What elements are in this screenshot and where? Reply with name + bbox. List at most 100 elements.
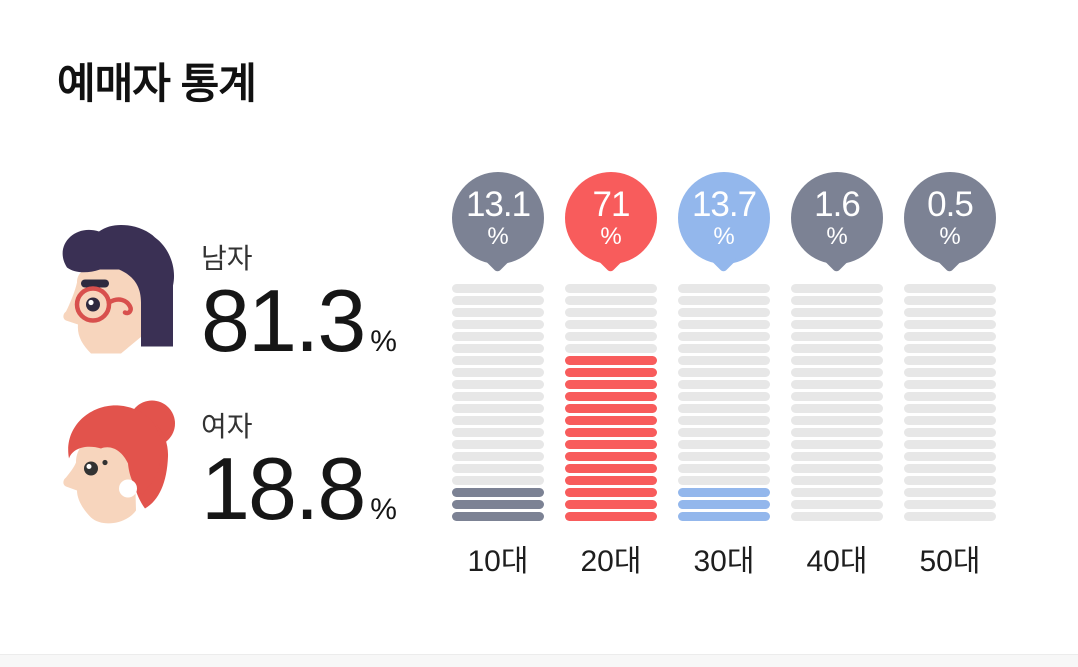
value-bubble: 1.6% (791, 172, 883, 273)
bar-track-segment (904, 512, 996, 521)
bubble-value: 1.6 (814, 185, 861, 224)
bar-track-segment (904, 308, 996, 317)
age-column: 13.7% 30대 (678, 172, 770, 580)
bar-track-segment (904, 392, 996, 401)
bar-track-segment (452, 296, 544, 305)
bar-track-segment (452, 452, 544, 461)
bar-track-segment (678, 416, 770, 425)
bar-track-segment (678, 368, 770, 377)
bar-filled-segment (452, 488, 544, 497)
bar-filled-segment (565, 476, 657, 485)
bar-track (904, 284, 996, 524)
bar-filled-segment (452, 512, 544, 521)
bar-track-segment (452, 284, 544, 293)
bar-track-segment (678, 332, 770, 341)
bar-track-segment (904, 344, 996, 353)
value-bubble: 13.1% (452, 172, 544, 273)
bar-track-segment (678, 296, 770, 305)
bar-track (452, 284, 544, 524)
bar-track-segment (904, 404, 996, 413)
age-column: 71% 20대 (565, 172, 657, 580)
bar-track-segment (904, 380, 996, 389)
bar-track-segment (904, 368, 996, 377)
bar-filled-segment (565, 500, 657, 509)
bar-track-segment (678, 356, 770, 365)
bar-track-segment (452, 440, 544, 449)
male-percent-sign: % (370, 324, 397, 358)
bar-filled-segment (565, 404, 657, 413)
bar-track-segment (791, 452, 883, 461)
age-column: 1.6% 40대 (791, 172, 883, 580)
bar-track-segment (565, 344, 657, 353)
bar-track-segment (791, 356, 883, 365)
bubble-tail-icon (936, 246, 963, 273)
bar-track-segment (791, 380, 883, 389)
bar-track-segment (904, 284, 996, 293)
bar-filled-segment (565, 488, 657, 497)
bubble-percent-sign: % (600, 223, 622, 250)
bubble-value: 13.1 (465, 185, 531, 224)
bar-track-segment (678, 380, 770, 389)
bubble-percent-sign: % (713, 223, 735, 250)
bar-filled-segment (565, 428, 657, 437)
bar-track-segment (565, 296, 657, 305)
bubble-tail-icon (710, 246, 737, 273)
bubble-value: 0.5 (927, 185, 974, 224)
bar-track (565, 284, 657, 524)
bar-track-segment (904, 464, 996, 473)
bar-track-segment (791, 332, 883, 341)
female-avatar-icon (63, 400, 175, 524)
bar-track-segment (678, 476, 770, 485)
age-category-label: 50대 (919, 545, 981, 578)
female-stat-text: 여자 18.8% (201, 390, 397, 533)
bar-filled-segment (565, 356, 657, 365)
bar-track-segment (904, 296, 996, 305)
bar-filled-segment (565, 392, 657, 401)
next-section-divider (0, 654, 1078, 667)
bar-track-segment (904, 452, 996, 461)
female-label: 여자 (201, 411, 253, 442)
bubble-value: 13.7 (691, 185, 757, 224)
bar-filled-segment (565, 368, 657, 377)
bar-track-segment (452, 320, 544, 329)
bar-track (791, 284, 883, 524)
bar-filled-segment (565, 440, 657, 449)
age-category-label: 10대 (467, 545, 529, 578)
bar-track-segment (452, 308, 544, 317)
bar-filled-segment (452, 500, 544, 509)
age-column: 13.1% 10대 (452, 172, 544, 580)
male-stat-row: 남자 81.3% (55, 222, 397, 367)
bar-track-segment (678, 284, 770, 293)
bar-track-segment (904, 488, 996, 497)
bar-track-segment (565, 284, 657, 293)
bar-track-segment (452, 428, 544, 437)
bar-track-segment (791, 416, 883, 425)
bubble-value: 71 (592, 185, 631, 224)
bar-track-segment (565, 320, 657, 329)
bar-track-segment (452, 416, 544, 425)
value-bubble: 0.5% (904, 172, 996, 273)
bar-track-segment (791, 392, 883, 401)
bar-track-segment (452, 380, 544, 389)
male-percentage: 81.3% (201, 270, 397, 370)
bar-track-segment (452, 344, 544, 353)
bar-track-segment (678, 452, 770, 461)
bar-track-segment (904, 440, 996, 449)
bar-track-segment (565, 308, 657, 317)
bar-track-segment (904, 320, 996, 329)
bubble-percent-sign: % (487, 223, 509, 250)
value-bubble: 13.7% (678, 172, 770, 273)
bubble-percent-sign: % (939, 223, 961, 250)
bar-track-segment (791, 512, 883, 521)
bar-track-segment (791, 404, 883, 413)
bar-track-segment (678, 404, 770, 413)
age-category-label: 40대 (806, 545, 868, 578)
bar-track-segment (904, 500, 996, 509)
bar-track-segment (904, 416, 996, 425)
bar-track-segment (452, 368, 544, 377)
bar-track-segment (452, 356, 544, 365)
bar-track-segment (791, 500, 883, 509)
bar-track-segment (678, 464, 770, 473)
bar-track-segment (791, 320, 883, 329)
bar-track-segment (904, 356, 996, 365)
